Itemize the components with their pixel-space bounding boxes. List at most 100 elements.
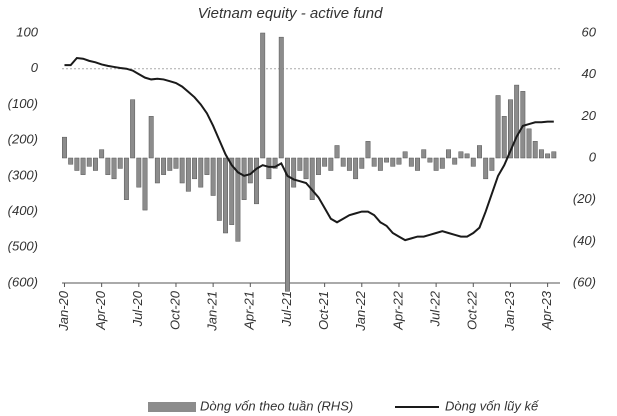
bar xyxy=(507,99,513,159)
bar xyxy=(285,157,290,292)
bar xyxy=(117,157,123,169)
bar xyxy=(260,32,266,159)
bar xyxy=(483,157,489,180)
bar xyxy=(247,157,253,184)
chart-title: Vietnam equity - active fund xyxy=(198,5,383,22)
x-tick-label: Apr-20 xyxy=(93,290,108,331)
y2-tick-label: (60) xyxy=(573,274,596,289)
y-tick-label: (100) xyxy=(8,96,38,111)
bar xyxy=(142,157,148,211)
bar xyxy=(130,99,136,159)
bar xyxy=(477,145,482,159)
bar xyxy=(154,157,160,184)
bar xyxy=(136,157,142,188)
bar xyxy=(452,157,458,165)
bar xyxy=(179,157,185,184)
bar xyxy=(216,157,222,221)
x-tick-label: Jan-21 xyxy=(205,291,220,332)
bar xyxy=(92,157,98,171)
bar xyxy=(309,157,315,200)
bar xyxy=(161,157,167,175)
bar xyxy=(86,157,92,167)
bar xyxy=(99,149,105,159)
legend-label: Dòng vốn theo tuần (RHS) xyxy=(200,398,353,413)
bar xyxy=(532,141,538,159)
y-tick-label: (600) xyxy=(8,274,38,289)
bar xyxy=(421,149,427,159)
bar xyxy=(254,157,259,205)
bar xyxy=(223,157,228,234)
y-tick-label: 100 xyxy=(16,24,38,39)
bar xyxy=(371,157,377,167)
bar xyxy=(340,157,346,167)
y2-tick-label: (20) xyxy=(573,191,596,206)
bar xyxy=(377,157,383,171)
bar xyxy=(464,153,470,159)
bar xyxy=(185,157,191,192)
bar xyxy=(415,157,420,171)
y-tick-label: (500) xyxy=(8,239,38,254)
bar xyxy=(278,36,284,159)
x-tick-label: Jan-20 xyxy=(56,290,71,332)
bar xyxy=(105,157,111,175)
bar xyxy=(526,128,532,159)
bar xyxy=(192,157,198,180)
y2-tick-label: 40 xyxy=(582,66,597,81)
bar xyxy=(538,149,544,159)
bar xyxy=(551,151,557,159)
bar xyxy=(328,157,334,171)
bar xyxy=(384,157,390,163)
bar xyxy=(322,157,328,167)
x-tick-label: Oct-21 xyxy=(316,291,331,330)
y-tick-label: (300) xyxy=(8,167,38,182)
bar xyxy=(396,157,402,165)
bar xyxy=(241,157,247,200)
bar xyxy=(334,145,340,159)
bar xyxy=(439,157,445,169)
bar xyxy=(303,157,309,180)
y2-tick-label: 0 xyxy=(589,149,597,164)
x-tick-label: Oct-22 xyxy=(465,290,480,330)
bar xyxy=(408,157,414,167)
y2-tick-label: 20 xyxy=(581,108,597,123)
bar xyxy=(148,116,154,159)
x-tick-label: Jan-22 xyxy=(353,290,368,332)
x-tick-label: Apr-21 xyxy=(242,291,257,331)
x-tick-label: Oct-20 xyxy=(167,290,182,330)
x-tick-label: Jul-22 xyxy=(428,290,443,327)
bar xyxy=(291,157,297,188)
bar xyxy=(495,95,501,159)
x-tick-label: Jul-21 xyxy=(279,291,294,327)
bar xyxy=(123,157,129,200)
x-tick-label: Jan-23 xyxy=(502,290,517,332)
x-tick-label: Jul-20 xyxy=(130,290,145,327)
bar xyxy=(74,157,80,171)
bar xyxy=(359,157,365,169)
bar xyxy=(272,157,278,169)
bar xyxy=(210,157,216,196)
bar xyxy=(235,157,241,242)
bar xyxy=(489,157,495,171)
bar xyxy=(458,151,464,159)
bar xyxy=(501,116,507,159)
bar xyxy=(80,157,86,175)
bar xyxy=(346,157,352,171)
y-tick-label: (200) xyxy=(8,132,38,147)
bar xyxy=(229,157,235,225)
bar xyxy=(315,157,321,175)
bar xyxy=(173,157,179,169)
bar xyxy=(446,149,451,159)
bar xyxy=(297,157,303,171)
bar xyxy=(353,157,359,180)
bar xyxy=(402,151,408,159)
bar xyxy=(365,141,371,159)
line xyxy=(64,56,554,242)
x-tick-label: Apr-23 xyxy=(539,290,554,331)
bar xyxy=(390,157,396,167)
bar xyxy=(111,157,117,180)
bar xyxy=(433,157,439,171)
bar xyxy=(514,84,520,159)
legend-label: Dòng vốn lũy kế xyxy=(445,398,539,413)
bar xyxy=(198,157,204,188)
